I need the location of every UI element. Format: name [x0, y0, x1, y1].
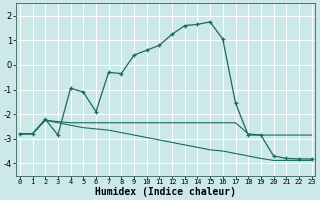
X-axis label: Humidex (Indice chaleur): Humidex (Indice chaleur) — [95, 186, 236, 197]
